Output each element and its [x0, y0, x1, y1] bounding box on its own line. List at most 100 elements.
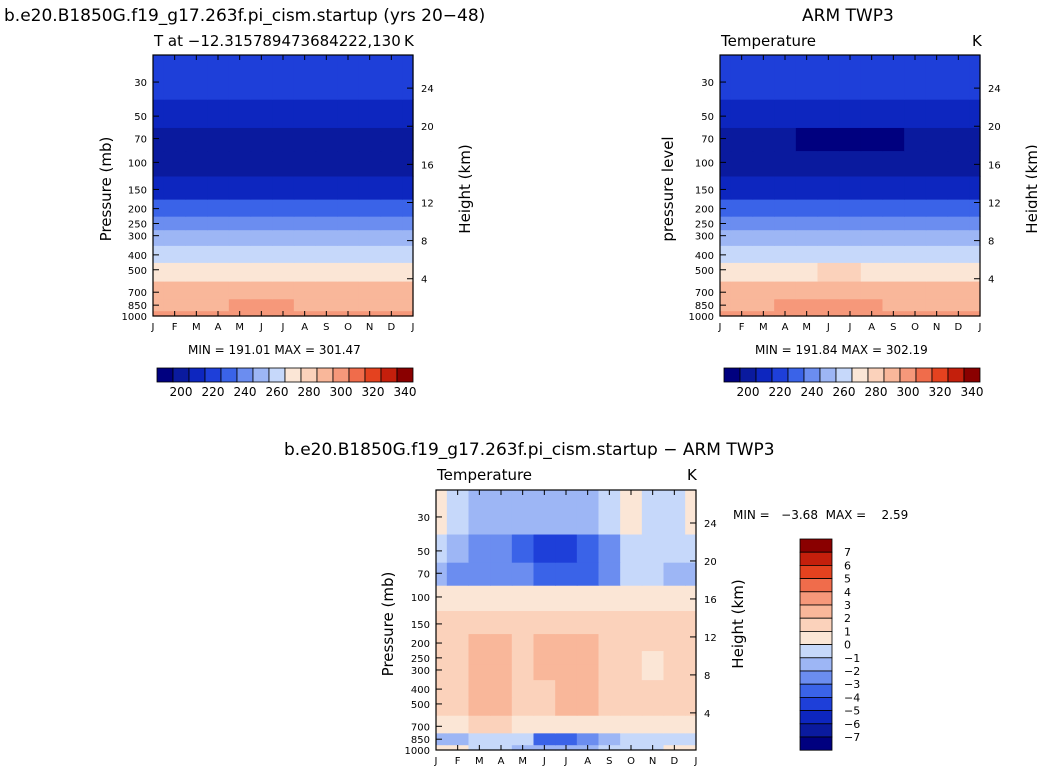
- model-cell: [358, 199, 382, 217]
- colorbar-label: 5: [844, 573, 851, 586]
- obs-cell: [860, 199, 884, 217]
- diff-x-label: J: [542, 756, 546, 767]
- colorbar-box: [963, 367, 981, 383]
- model-cell: [293, 55, 317, 100]
- model-cell: [185, 175, 208, 200]
- diff-cell: [555, 650, 578, 665]
- obs-cell: [752, 199, 775, 217]
- diff-cell: [663, 663, 686, 681]
- model-cell: [272, 150, 295, 177]
- obs-cell: [720, 199, 732, 217]
- obs-cell: [947, 150, 970, 177]
- obs-cell: [817, 216, 840, 231]
- obs-cell: [947, 245, 970, 263]
- obs-cell: [969, 199, 981, 217]
- diff-cell: [555, 732, 578, 746]
- model-cell: [228, 175, 252, 200]
- model-cell: [185, 298, 208, 312]
- obs-cell: [882, 280, 905, 300]
- obs-cell: [720, 229, 732, 246]
- model-cell: [337, 298, 360, 312]
- obs-cell: [947, 55, 970, 100]
- diff-cell: [468, 490, 491, 535]
- diff-cell: [468, 663, 491, 681]
- obs-cell: [839, 280, 862, 300]
- obs-cell: [730, 298, 754, 312]
- diff-y-label: 300: [411, 666, 430, 677]
- model-cell: [163, 280, 187, 300]
- obs-cell: [925, 55, 949, 100]
- diff-cell: [446, 679, 470, 698]
- model-cell: [185, 280, 208, 300]
- obs-cell: [860, 298, 884, 312]
- obs-cell: [925, 280, 949, 300]
- obs-cell: [795, 262, 819, 282]
- model-cell: [250, 127, 273, 152]
- obs-cell: [720, 175, 732, 200]
- colorbar-box: [316, 367, 334, 383]
- diff-cell: [511, 533, 535, 563]
- diff-cell: [511, 650, 535, 665]
- obs-cell: [904, 298, 927, 312]
- obs-cell: [730, 99, 754, 128]
- model-cell: [207, 150, 230, 177]
- model-cell: [402, 216, 414, 231]
- obs-cell: [752, 245, 775, 263]
- diff-cell: [663, 585, 686, 612]
- model-x-label: N: [366, 322, 373, 333]
- obs-cell: [882, 262, 905, 282]
- colorbar-box: [799, 723, 833, 738]
- colorbar-box: [348, 367, 366, 383]
- colorbar-box: [947, 367, 965, 383]
- obs-cell: [795, 99, 819, 128]
- diff-cell: [663, 732, 686, 746]
- diff-x-label: N: [649, 756, 656, 767]
- colorbar-label: −5: [844, 705, 860, 718]
- colorbar-box: [835, 367, 853, 383]
- obs-cell: [752, 229, 775, 246]
- diff-cell: [490, 490, 513, 535]
- diff-cell: [490, 633, 513, 652]
- model-cell: [293, 298, 317, 312]
- obs-cell: [752, 280, 775, 300]
- diff-cell: [468, 696, 491, 716]
- diff-cell: [598, 610, 621, 635]
- obs-cell: [904, 216, 927, 231]
- diff-cell: [641, 533, 665, 563]
- obs-cell: [839, 199, 862, 217]
- model-cell: [293, 150, 317, 177]
- obs-height-label: 16: [988, 160, 1001, 171]
- model-cell: [315, 199, 338, 217]
- model-cell: [250, 199, 273, 217]
- model-cell: [153, 150, 165, 177]
- obs-cell: [752, 216, 775, 231]
- colorbar-label: 280: [298, 385, 321, 399]
- diff-x-label: O: [627, 756, 635, 767]
- obs-cell: [795, 175, 819, 200]
- colorbar-box: [799, 670, 833, 685]
- obs-cell: [904, 127, 927, 152]
- diff-cell: [490, 650, 513, 665]
- obs-cell: [720, 127, 732, 152]
- model-x-label: F: [172, 322, 178, 333]
- model-cell: [153, 229, 165, 246]
- model-cell: [207, 216, 230, 231]
- colorbar-box: [799, 657, 833, 672]
- model-cell: [272, 99, 295, 128]
- diff-cell: [685, 585, 697, 612]
- obs-cell: [817, 175, 840, 200]
- obs-cell: [774, 216, 797, 231]
- obs-height-label: 4: [988, 275, 994, 286]
- colorbar-label: −4: [844, 691, 860, 704]
- model-cell: [337, 99, 360, 128]
- obs-cell: [817, 245, 840, 263]
- obs-cell: [774, 298, 797, 312]
- diff-stats: MIN = −3.68 MAX = 2.59: [733, 508, 909, 522]
- colorbar-label: 2: [844, 612, 851, 625]
- model-cell: [185, 216, 208, 231]
- obs-cell: [774, 127, 797, 152]
- model-cell: [207, 175, 230, 200]
- colorbar-box: [931, 367, 949, 383]
- colorbar-label: 240: [234, 385, 257, 399]
